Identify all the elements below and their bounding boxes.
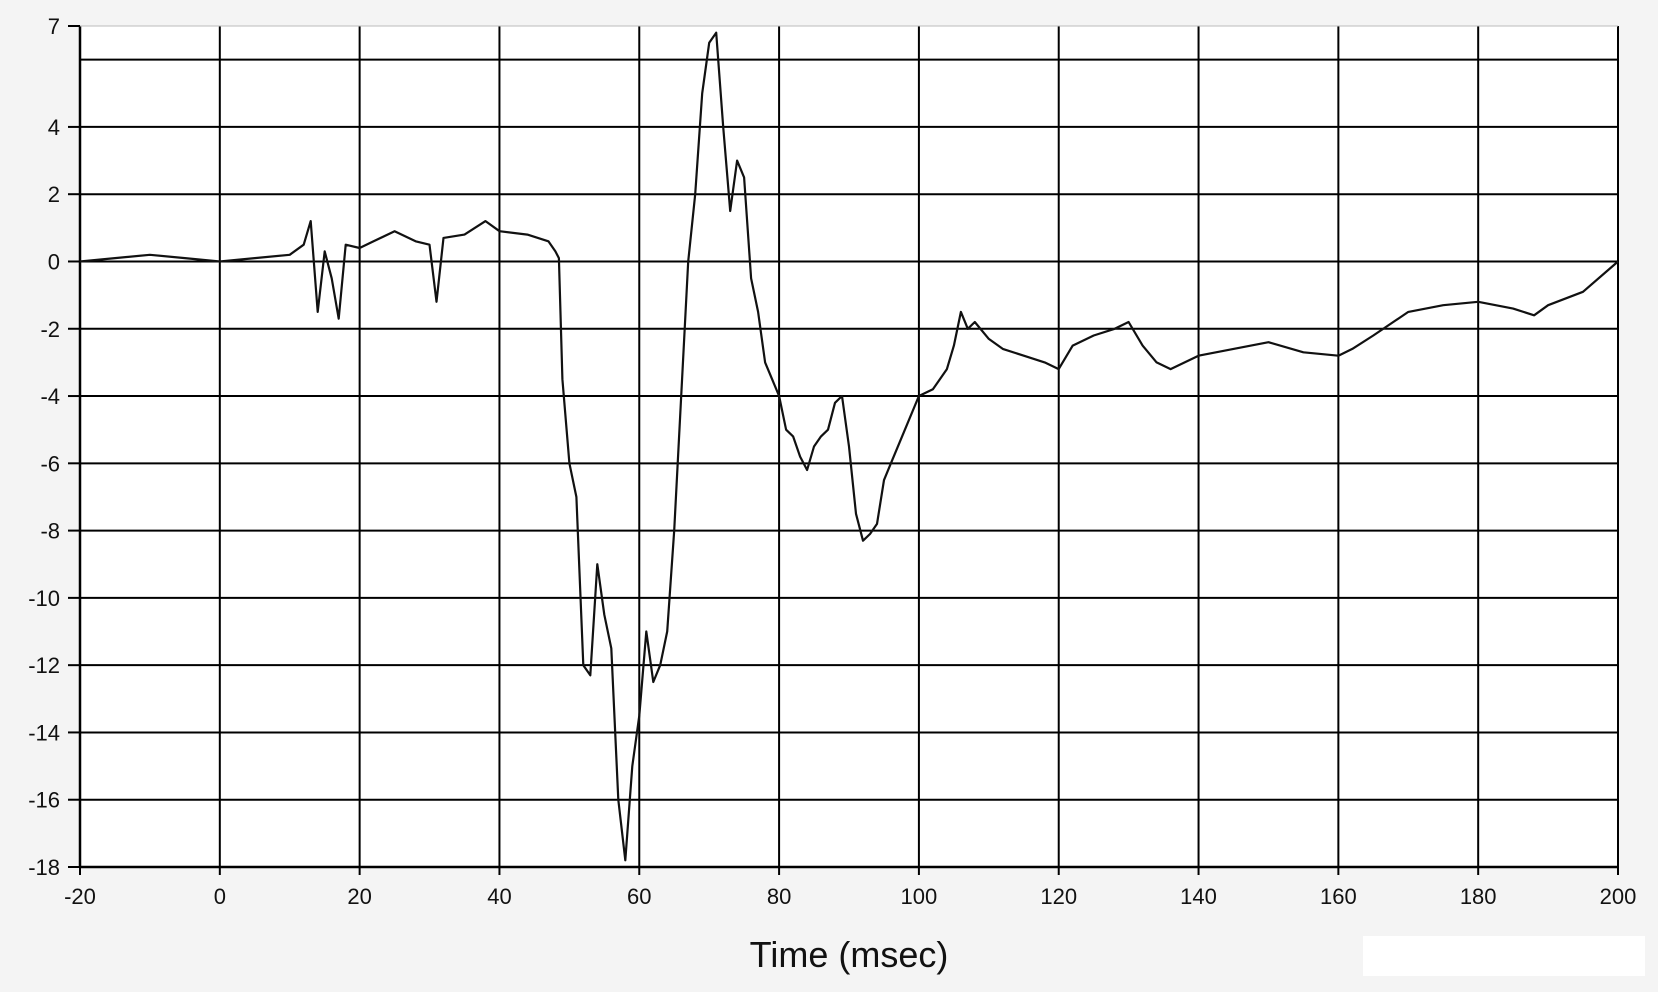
- x-axis-title: Time (msec): [750, 934, 949, 975]
- y-tick-label: -8: [40, 519, 60, 544]
- x-tick-label: 140: [1180, 884, 1217, 909]
- series-line: [79, 31, 1619, 862]
- x-tick-label: 0: [214, 884, 226, 909]
- y-tick-label: -14: [28, 720, 60, 745]
- y-tick-label: -16: [28, 788, 60, 813]
- y-tick-label: 7: [48, 14, 60, 39]
- x-tick-label: 160: [1320, 884, 1357, 909]
- y-tick-label: 0: [48, 249, 60, 274]
- y-tick-label: -12: [28, 653, 60, 678]
- x-tick-label: 180: [1460, 884, 1497, 909]
- y-tick-label: 4: [48, 115, 60, 140]
- y-tick-label: -10: [28, 586, 60, 611]
- series-layer: [79, 31, 1619, 862]
- x-tick-label: 100: [901, 884, 938, 909]
- x-tick-label: -20: [64, 884, 96, 909]
- x-tick-label: 40: [487, 884, 511, 909]
- blank-label-area: [1363, 936, 1645, 976]
- y-tick-label: -6: [40, 451, 60, 476]
- x-tick-label: 200: [1600, 884, 1637, 909]
- x-tick-label: 80: [767, 884, 791, 909]
- axes-layer: [78, 25, 1618, 869]
- y-tick-label: -2: [40, 317, 60, 342]
- x-tick-label: 60: [627, 884, 651, 909]
- grid-layer: [80, 26, 1619, 867]
- ticks-layer: -20 0 20 40 60 80 100 120 140 160 180 2007420-2-4-6…: [28, 14, 1636, 909]
- y-tick-label: -18: [28, 855, 60, 880]
- x-tick-label: 20: [347, 884, 371, 909]
- y-tick-label: -4: [40, 384, 60, 409]
- y-tick-label: 2: [48, 182, 60, 207]
- x-tick-label: 120: [1040, 884, 1077, 909]
